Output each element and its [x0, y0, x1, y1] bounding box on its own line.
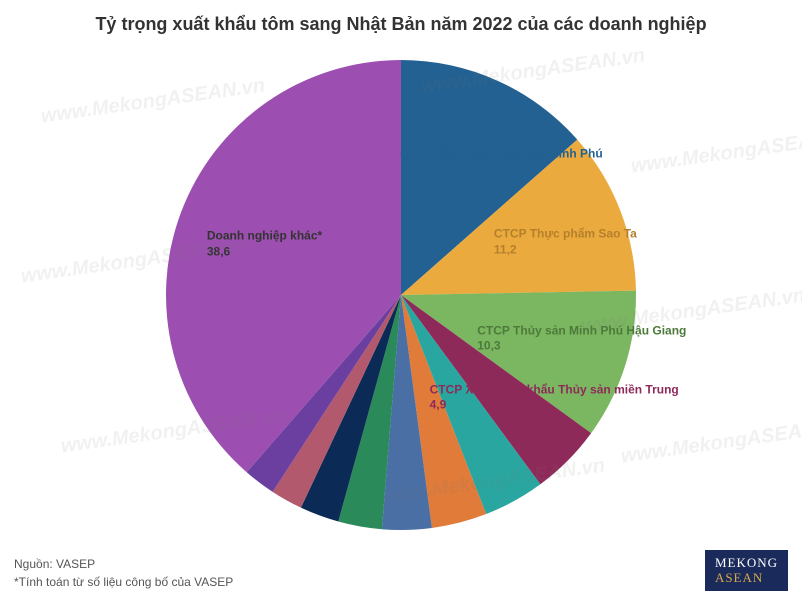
slice-label: CTCP Tập đoàn Thủy sản Minh Phú13,5 [400, 147, 602, 178]
slice-label: CTCP Thủy sản Minh Phú Hậu Giang10,3 [477, 323, 686, 354]
slice-label-value: 11,2 [494, 242, 637, 258]
slice-label-name: CTCP Tập đoàn Thủy sản Minh Phú [400, 147, 602, 163]
chart-footer: Nguồn: VASEP *Tính toán từ số liệu công … [14, 555, 233, 591]
slice-label-value: 13,5 [400, 162, 602, 178]
mekong-asean-logo: MEKONG ASEAN [705, 550, 788, 591]
slice-label-value: 10,3 [477, 339, 686, 355]
slice-label: CTCP Xuất nhập khẩu Thủy sản miền Trung4… [430, 382, 679, 413]
slice-label-name: CTCP Thủy sản Minh Phú Hậu Giang [477, 323, 686, 339]
slice-label-name: CTCP Xuất nhập khẩu Thủy sản miền Trung [430, 382, 679, 398]
logo-line2: ASEAN [715, 571, 778, 585]
slice-label-name: CTCP Thực phẩm Sao Ta [494, 227, 637, 243]
pie-svg [164, 58, 638, 532]
slice-label-value: 38,6 [207, 244, 322, 260]
source-text: Nguồn: VASEP [14, 555, 233, 573]
slice-label: Doanh nghiệp khác*38,6 [207, 228, 322, 259]
footnote-text: *Tính toán từ số liệu công bố của VASEP [14, 573, 233, 591]
slice-label-name: Doanh nghiệp khác* [207, 228, 322, 244]
logo-line1: MEKONG [715, 556, 778, 570]
pie-chart: CTCP Tập đoàn Thủy sản Minh Phú13,5CTCP … [0, 50, 802, 540]
slice-label-value: 4,9 [430, 398, 679, 414]
slice-label: CTCP Thực phẩm Sao Ta11,2 [494, 227, 637, 258]
chart-title: Tỷ trọng xuất khẩu tôm sang Nhật Bản năm… [0, 0, 802, 35]
